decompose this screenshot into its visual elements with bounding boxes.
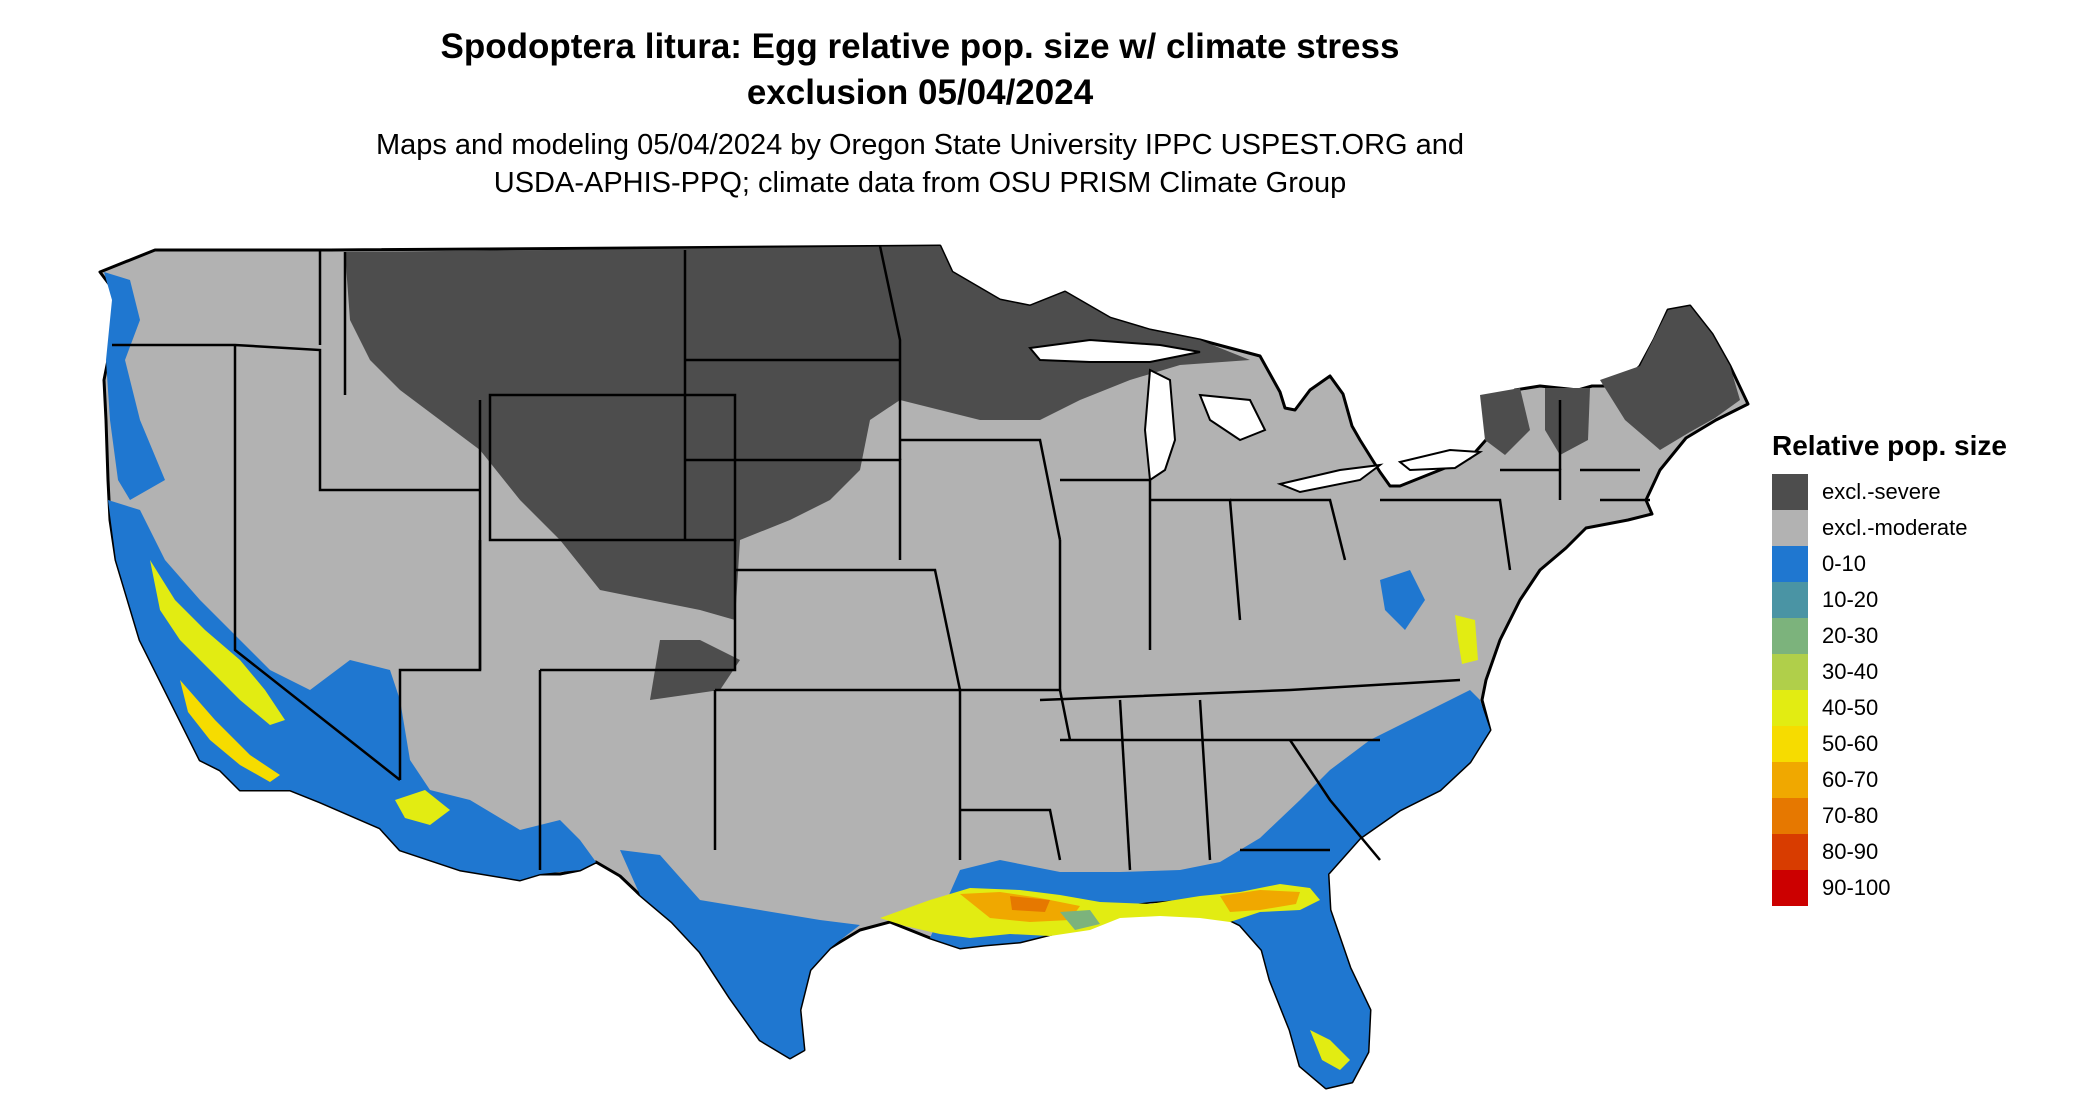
legend-item-excl-moderate: excl.-moderate xyxy=(1772,510,2007,546)
legend-label: 60-70 xyxy=(1822,767,1879,792)
legend-swatch xyxy=(1772,870,1808,906)
legend-swatch xyxy=(1772,690,1808,726)
map-title: Spodoptera litura: Egg relative pop. siz… xyxy=(0,24,1840,116)
range-high-regions xyxy=(150,560,1478,1070)
title-line-1: Spodoptera litura: Egg relative pop. siz… xyxy=(440,27,1400,66)
legend-item-70-80: 70-80 xyxy=(1772,798,2007,834)
legend-label: 50-60 xyxy=(1822,731,1879,756)
title-line-2: exclusion 05/04/2024 xyxy=(746,73,1094,112)
legend-swatch xyxy=(1772,834,1808,870)
subtitle-line-2: USDA-APHIS-PPQ; climate data from OSU PR… xyxy=(493,167,1347,199)
legend-swatch xyxy=(1772,618,1808,654)
legend-items: excl.-severe excl.-moderate 0-10 10-20 2… xyxy=(1772,474,2007,906)
legend-label: 10-20 xyxy=(1822,587,1879,612)
legend-item-0-10: 0-10 xyxy=(1772,546,2007,582)
subtitle-line-1: Maps and modeling 05/04/2024 by Oregon S… xyxy=(375,129,1465,161)
excl-severe-regions xyxy=(345,246,1740,700)
legend-swatch xyxy=(1772,654,1808,690)
legend-item-excl-severe: excl.-severe xyxy=(1772,474,2007,510)
legend-label: 70-80 xyxy=(1822,803,1879,828)
legend-swatch xyxy=(1772,546,1808,582)
legend-label: 40-50 xyxy=(1822,695,1879,720)
great-lakes xyxy=(1028,338,1484,494)
legend-item-80-90: 80-90 xyxy=(1772,834,2007,870)
legend-item-90-100: 90-100 xyxy=(1772,870,2007,906)
legend: Relative pop. size excl.-severe excl.-mo… xyxy=(1772,430,2007,906)
legend-item-10-20: 10-20 xyxy=(1772,582,2007,618)
map-subtitle: Maps and modeling 05/04/2024 by Oregon S… xyxy=(0,126,1840,202)
legend-swatch xyxy=(1772,726,1808,762)
legend-title: Relative pop. size xyxy=(1772,430,2007,461)
legend-swatch xyxy=(1772,582,1808,618)
range-0-10-regions xyxy=(104,272,1490,1088)
legend-label: 80-90 xyxy=(1822,839,1879,864)
legend-label: 30-40 xyxy=(1822,659,1879,684)
state-boundaries xyxy=(112,245,1650,871)
legend-swatch xyxy=(1772,510,1808,546)
legend-label: excl.-moderate xyxy=(1822,515,1968,540)
legend-swatch xyxy=(1772,474,1808,510)
legend-label: 90-100 xyxy=(1822,875,1891,900)
legend-item-30-40: 30-40 xyxy=(1772,654,2007,690)
legend-swatch xyxy=(1772,798,1808,834)
legend-swatch xyxy=(1772,762,1808,798)
legend-label: 20-30 xyxy=(1822,623,1879,648)
legend-item-20-30: 20-30 xyxy=(1772,618,2007,654)
legend-label: 0-10 xyxy=(1822,551,1867,576)
legend-item-50-60: 50-60 xyxy=(1772,726,2007,762)
legend-item-60-70: 60-70 xyxy=(1772,762,2007,798)
legend-item-40-50: 40-50 xyxy=(1772,690,2007,726)
legend-label: excl.-severe xyxy=(1822,479,1941,504)
